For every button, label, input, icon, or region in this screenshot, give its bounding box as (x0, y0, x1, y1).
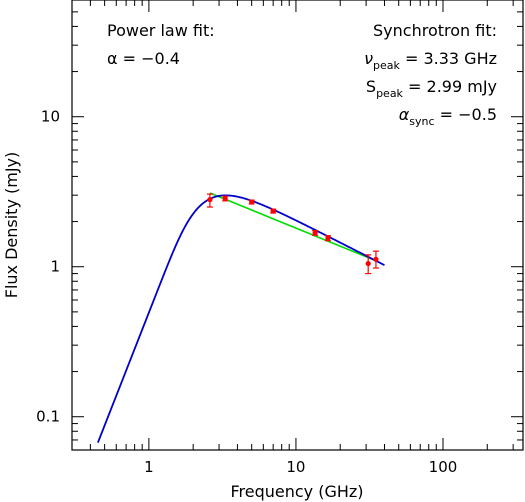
point-marker (325, 235, 331, 241)
data-point (248, 199, 255, 205)
sync-title: Synchrotron fit: (373, 21, 497, 40)
data-point (270, 208, 277, 214)
y-tick-label: 10 (41, 108, 60, 126)
powerlaw-alpha: α = −0.4 (107, 49, 180, 68)
synchrotron-fit-curve (97, 194, 385, 443)
point-marker (222, 195, 228, 202)
s-symbol: S (366, 77, 376, 96)
y-tick-label: 1 (50, 258, 60, 276)
nu-peak-value: = 3.33 GHz (400, 49, 497, 68)
data-point (372, 250, 379, 269)
nu-peak-line: νpeak = 3.33 GHz (364, 49, 497, 72)
data-points (206, 193, 379, 275)
axis-ticks: 1 10 100 0.1 1 10 (36, 0, 523, 476)
y-axis-label: Flux Density (mJy) (2, 152, 21, 299)
point-marker (312, 230, 318, 236)
x-tick-label: 10 (286, 458, 305, 476)
point-marker (373, 256, 379, 262)
point-marker (249, 199, 255, 205)
s-peak-line: Speak = 2.99 mJy (366, 77, 497, 100)
data-point (324, 235, 331, 242)
peak-subscript: peak (373, 59, 400, 72)
powerlaw-title: Power law fit: (107, 21, 215, 40)
alpha-sync-line: αsync = −0.5 (399, 105, 497, 128)
sync-subscript: sync (409, 115, 434, 128)
point-marker (270, 208, 276, 214)
annotations: Power law fit: α = −0.4 Synchrotron fit:… (107, 21, 497, 128)
alpha-symbol: α (399, 105, 410, 124)
point-marker (365, 260, 371, 267)
s-peak-value: = 2.99 mJy (403, 77, 497, 96)
point-marker (207, 197, 213, 203)
nu-symbol: ν (364, 49, 373, 68)
x-axis-label: Frequency (GHz) (230, 482, 363, 501)
plot-frame (71, 0, 524, 451)
alpha-sync-value: = −0.5 (435, 105, 497, 124)
data-point (206, 193, 213, 208)
x-tick-label: 100 (429, 458, 458, 476)
powerlaw-fit-line (209, 192, 377, 262)
data-point (222, 195, 229, 202)
s-peak-subscript: peak (376, 87, 403, 100)
y-tick-label: 0.1 (36, 408, 60, 426)
x-tick-label: 1 (144, 458, 154, 476)
data-point (365, 254, 372, 275)
fit-curves (97, 192, 385, 443)
data-point (312, 230, 319, 236)
